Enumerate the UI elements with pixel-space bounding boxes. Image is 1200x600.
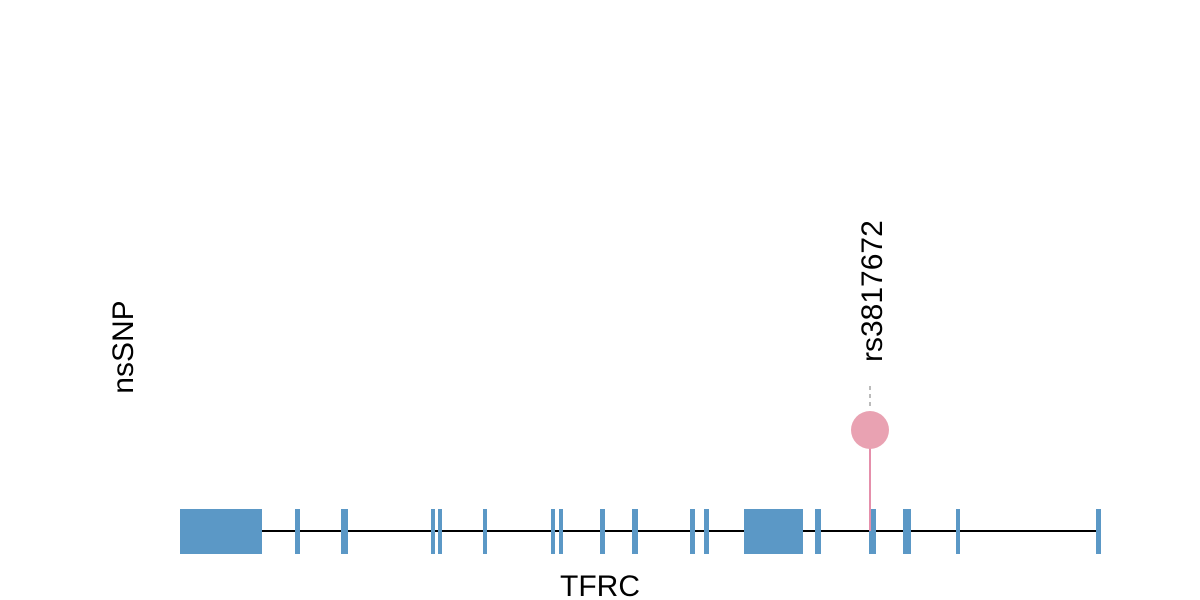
exon: [869, 509, 876, 554]
gene-label: TFRC: [560, 570, 640, 600]
exon: [483, 509, 487, 554]
exon: [551, 509, 555, 554]
exon: [559, 509, 563, 554]
exon: [690, 509, 695, 554]
exon: [438, 509, 442, 554]
snp-label: rs3817672: [856, 220, 889, 362]
exon: [180, 509, 262, 554]
exon: [600, 509, 605, 554]
snp-marker: [851, 411, 889, 449]
exon: [341, 509, 348, 554]
exons: [180, 509, 1101, 554]
exon: [1096, 509, 1101, 554]
exon: [632, 509, 638, 554]
exon: [815, 509, 821, 554]
exon: [903, 509, 911, 554]
exon: [295, 509, 300, 554]
exon: [744, 509, 803, 554]
exon: [704, 509, 709, 554]
track-label: nsSNP: [107, 300, 140, 393]
exon: [956, 509, 960, 554]
exon: [431, 509, 435, 554]
